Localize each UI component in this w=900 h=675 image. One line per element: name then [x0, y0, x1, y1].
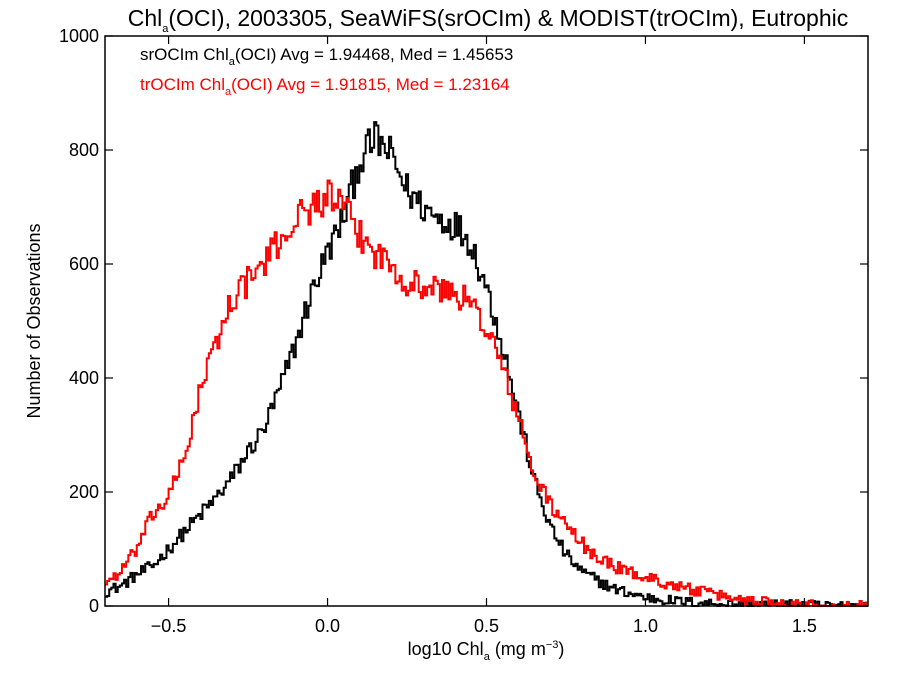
legend-entry-troci: trOCIm Chla(OCI) Avg = 1.91815, Med = 1.…: [140, 75, 510, 98]
x-axis-label-sup: −3: [546, 639, 559, 651]
legend-entry-troci-rest: (OCI) Avg = 1.91815, Med = 1.23164: [231, 75, 509, 94]
x-tick-label: 0.0: [315, 616, 340, 636]
legend-entry-sroci-prefix: srOCIm Chl: [140, 45, 229, 64]
y-tick-label: 800: [69, 140, 99, 160]
legend-entry-sroci-sub: a: [229, 56, 236, 68]
x-axis-label: log10 Chla (mg m−3): [408, 639, 565, 663]
x-axis-label-end: ): [558, 639, 564, 659]
y-tick-label: 0: [89, 596, 99, 616]
y-tick-label: 400: [69, 368, 99, 388]
legend-entry-sroci: srOCIm Chla(OCI) Avg = 1.94468, Med = 1.…: [140, 45, 513, 68]
chart-title-rest: (OCI), 2003305, SeaWiFS(srOCIm) & MODIST…: [168, 5, 848, 31]
x-axis-label-prefix: log10 Chl: [408, 639, 484, 659]
x-tick-label: 1.5: [792, 616, 817, 636]
series-line-trocim: [105, 179, 868, 607]
chart-title-prefix: Chl: [128, 5, 163, 31]
y-axis-label: Number of Observations: [24, 223, 44, 418]
y-tick-label: 600: [69, 254, 99, 274]
plot-area: −0.5 0.0 0.5 1.0 1.5 0 200 400 600 800 1000: [59, 26, 869, 636]
y-tick-label: 200: [69, 482, 99, 502]
x-axis-label-mid: (mg m: [490, 639, 546, 659]
x-tick-label: 0.5: [474, 616, 499, 636]
chart-title: Chla(OCI), 2003305, SeaWiFS(srOCIm) & MO…: [128, 5, 849, 35]
legend: srOCIm Chla(OCI) Avg = 1.94468, Med = 1.…: [140, 45, 513, 98]
series-layer: [105, 121, 868, 607]
series-line-srocim: [105, 121, 868, 607]
x-axis-label-sub: a: [484, 651, 491, 663]
legend-entry-sroci-rest: (OCI) Avg = 1.94468, Med = 1.45653: [235, 45, 513, 64]
x-tick-label: 1.0: [633, 616, 658, 636]
ticks-layer: −0.5 0.0 0.5 1.0 1.5 0 200 400 600 800 1000: [59, 26, 868, 636]
legend-entry-troci-prefix: trOCIm Chl: [140, 75, 225, 94]
axes-frame: [104, 35, 869, 607]
legend-entry-troci-sub: a: [225, 86, 232, 98]
x-tick-label: −0.5: [151, 616, 187, 636]
y-tick-label: 1000: [59, 26, 99, 46]
chart-title-sub: a: [162, 23, 169, 35]
